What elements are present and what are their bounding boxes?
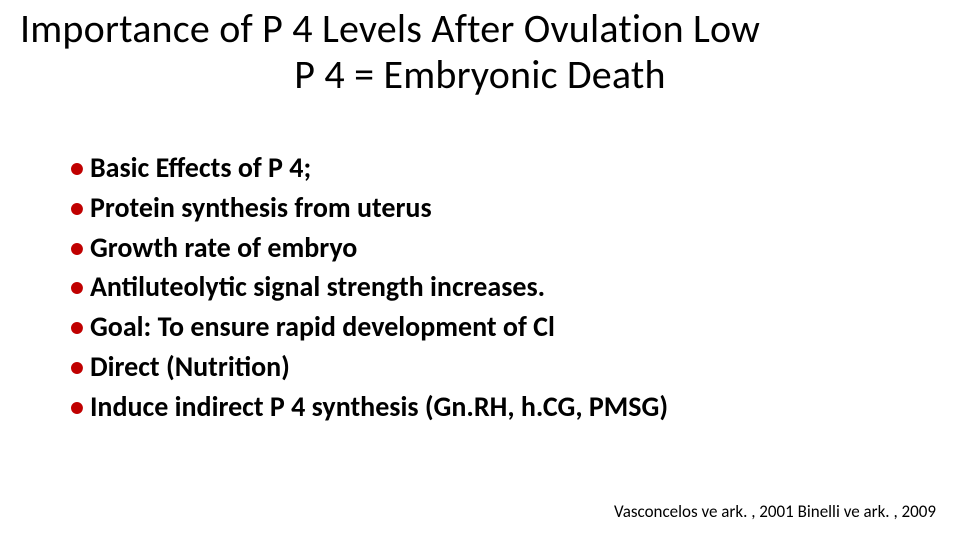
slide: Importance of P 4 Levels After Ovulation…: [0, 0, 960, 540]
bullet-text: Goal: To ensure rapid development of Cl: [90, 307, 555, 347]
bullet-list: • Basic Effects of P 4; • Protein synthe…: [70, 148, 920, 426]
bullet-icon: •: [70, 188, 84, 228]
list-item: • Induce indirect P 4 synthesis (Gn.RH, …: [70, 387, 920, 427]
bullet-text: Direct (Nutrition): [90, 347, 290, 387]
list-item: • Antiluteolytic signal strength increas…: [70, 267, 920, 307]
title-line-2: P 4 = Embryonic Death: [14, 52, 946, 98]
list-item: • Basic Effects of P 4;: [70, 148, 920, 188]
slide-title: Importance of P 4 Levels After Ovulation…: [14, 6, 946, 98]
bullet-icon: •: [70, 267, 84, 307]
bullet-text: Antiluteolytic signal strength increases…: [90, 267, 545, 307]
list-item: • Growth rate of embryo: [70, 228, 920, 268]
list-item: • Protein synthesis from uterus: [70, 188, 920, 228]
citation-text: Vasconcelos ve ark. , 2001 Binelli ve ar…: [614, 501, 936, 522]
bullet-icon: •: [70, 148, 84, 188]
bullet-text: Induce indirect P 4 synthesis (Gn.RH, h.…: [90, 387, 668, 427]
list-item: • Direct (Nutrition): [70, 347, 920, 387]
bullet-text: Protein synthesis from uterus: [90, 188, 432, 228]
bullet-icon: •: [70, 387, 84, 427]
bullet-icon: •: [70, 307, 84, 347]
list-item: • Goal: To ensure rapid development of C…: [70, 307, 920, 347]
bullet-text: Growth rate of embryo: [90, 228, 357, 268]
bullet-text: Basic Effects of P 4;: [90, 148, 311, 188]
bullet-icon: •: [70, 228, 84, 268]
title-line-1: Importance of P 4 Levels After Ovulation…: [14, 6, 946, 52]
bullet-icon: •: [70, 347, 84, 387]
